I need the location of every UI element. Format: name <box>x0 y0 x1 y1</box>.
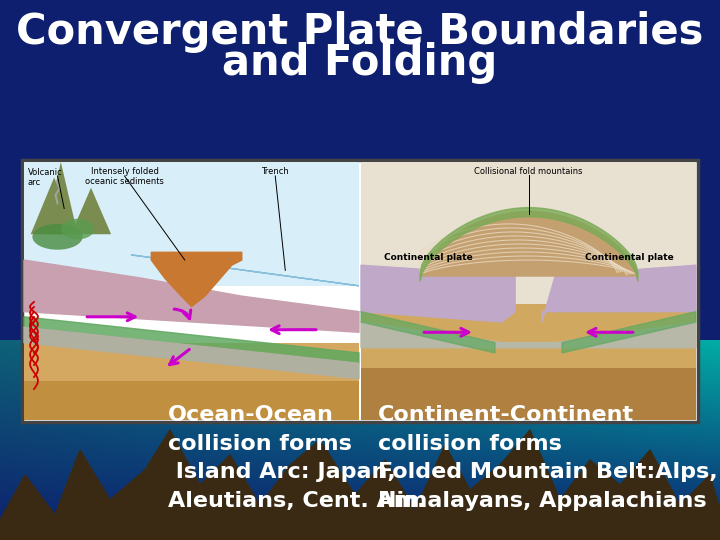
Polygon shape <box>361 265 515 322</box>
Polygon shape <box>361 312 495 353</box>
Polygon shape <box>71 188 111 234</box>
Text: Continental plate: Continental plate <box>585 253 673 262</box>
Polygon shape <box>24 327 359 379</box>
Polygon shape <box>24 317 359 363</box>
Polygon shape <box>361 322 696 348</box>
Text: Ocean-Ocean
collision forms
 Island Arc: Japan,
Aleutians, Cent. Am.: Ocean-Ocean collision forms Island Arc: … <box>168 405 426 511</box>
Polygon shape <box>24 260 359 332</box>
Bar <box>24 162 359 286</box>
Polygon shape <box>131 255 359 286</box>
Text: Continent-Continent
collision forms
Folded Mountain Belt:Alps,
Himalayans, Appal: Continent-Continent collision forms Fold… <box>378 405 718 511</box>
Ellipse shape <box>32 224 83 249</box>
Bar <box>361 162 696 304</box>
Bar <box>24 342 359 420</box>
Polygon shape <box>31 178 78 234</box>
Bar <box>22 160 698 422</box>
Text: Intensely folded
oceanic sediments: Intensely folded oceanic sediments <box>85 167 164 186</box>
Text: Convergent Plate Boundaries: Convergent Plate Boundaries <box>17 11 703 53</box>
Bar <box>361 304 696 420</box>
Ellipse shape <box>61 219 94 239</box>
Text: and Folding: and Folding <box>222 42 498 84</box>
Polygon shape <box>0 430 720 540</box>
Polygon shape <box>44 162 78 234</box>
Text: Collisional fold mountains: Collisional fold mountains <box>474 167 582 176</box>
Text: Trench: Trench <box>261 167 289 176</box>
Text: Volcanic
arc: Volcanic arc <box>28 168 63 187</box>
Text: Continental plate: Continental plate <box>384 253 472 262</box>
Polygon shape <box>151 252 242 307</box>
Bar <box>361 368 696 420</box>
Bar <box>24 381 359 420</box>
Polygon shape <box>542 265 696 322</box>
Polygon shape <box>562 312 696 353</box>
